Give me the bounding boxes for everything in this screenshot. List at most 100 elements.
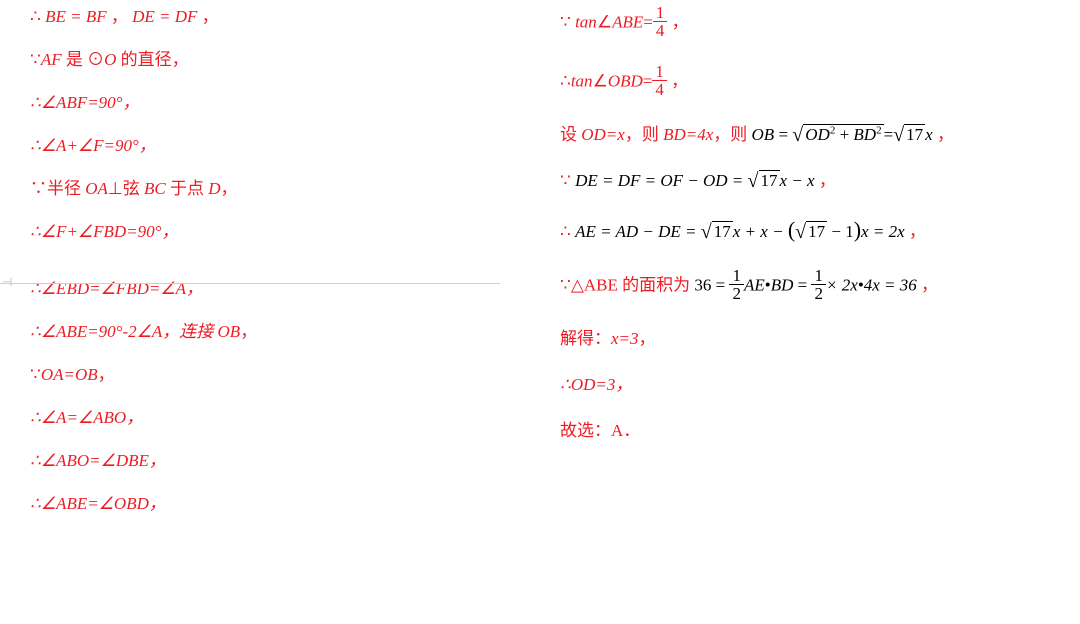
radical-icon: √	[792, 125, 803, 145]
t: 的直径，	[116, 50, 188, 69]
radicand: OD2 + BD2	[803, 124, 883, 145]
page-break-marker: ⊣	[2, 275, 12, 289]
radicand: 17	[759, 170, 780, 191]
expr: BD=4x	[663, 125, 713, 144]
eq: =	[793, 275, 811, 294]
line-r9: 故选：A．	[560, 420, 1080, 442]
expr: OA	[85, 179, 108, 198]
expr: DE = DF	[132, 7, 197, 26]
t: ，则	[625, 125, 663, 144]
eq: =	[774, 125, 792, 144]
line-11: ∴∠ABO=∠DBE，	[30, 450, 550, 472]
t: ⊥弦	[108, 179, 144, 198]
numerator: 1	[811, 267, 826, 285]
expr: 36 =	[694, 275, 729, 294]
expr: BE = BF	[45, 7, 107, 26]
t: ，	[917, 275, 938, 294]
radicand: 17	[712, 221, 733, 242]
expr: BD	[771, 275, 794, 294]
expr: OB	[218, 322, 241, 341]
tan: tan	[575, 12, 597, 31]
t: 是 ⊙	[62, 50, 105, 69]
expr: OA=OB	[41, 365, 98, 384]
t: ∴	[560, 71, 571, 90]
expr: ∴∠ABE=90°-2∠A，连接	[30, 322, 218, 341]
page-break-rule	[0, 283, 500, 284]
numerator: 1	[653, 4, 668, 22]
expr: AE	[744, 275, 765, 294]
fraction: 14	[653, 4, 668, 39]
line-6: ∴∠F+∠FBD=90°，	[30, 221, 550, 243]
t: ∵半径	[30, 179, 85, 198]
math-solution-page: ⊣ ∴ BE = BF ， DE = DF ， ∵AF 是 ⊙O 的直径， ∴∠…	[0, 0, 1080, 624]
line-7: ∴∠EBD=∠FBD=∠A，	[30, 278, 550, 300]
expr: × 2x•4x = 36	[826, 275, 917, 294]
radical-icon: √	[795, 222, 806, 242]
expr: AE = AD − DE =	[575, 222, 701, 241]
expr: x	[925, 125, 933, 144]
t: ∵	[560, 12, 575, 31]
t: ，	[905, 222, 926, 241]
line-r7: 解得：x=3，	[560, 328, 1080, 350]
t: ，则	[713, 125, 751, 144]
fraction: 14	[652, 63, 667, 98]
fraction: 12	[811, 267, 826, 302]
radicand: 17	[806, 221, 827, 242]
t: ∵	[30, 365, 41, 384]
expr: x=3	[611, 329, 639, 348]
sup: 2	[876, 124, 882, 136]
t: ∵△ABE 的面积为	[560, 275, 694, 294]
t: ，	[933, 125, 954, 144]
fraction: 12	[729, 267, 744, 302]
line-4: ∴∠A+∠F=90°，	[30, 135, 550, 157]
line-12: ∴∠ABE=∠OBD，	[30, 493, 550, 515]
t: ∴	[560, 222, 575, 241]
radical-icon: √	[748, 171, 759, 191]
expr: AF	[41, 50, 62, 69]
denominator: 4	[652, 81, 667, 98]
expr: x = 2x	[861, 222, 905, 241]
t: ，	[639, 329, 656, 348]
expr: ABE	[612, 12, 643, 31]
line-r8: ∴OD=3，	[560, 374, 1080, 396]
eq: =	[884, 125, 894, 144]
line-r1: ∵ tan∠ABE=14 ，	[560, 6, 1080, 41]
paren: )	[854, 217, 861, 242]
denominator: 4	[653, 22, 668, 39]
t: ∵	[30, 50, 41, 69]
numerator: 1	[652, 63, 667, 81]
expr: BC	[144, 179, 166, 198]
angle: ∠	[593, 71, 608, 90]
radical-icon: √	[893, 125, 904, 145]
right-column: ∵ tan∠ABE=14 ， ∴tan∠OBD=14 ， 设 OD=x，则 BD…	[550, 0, 1080, 624]
expr: x − x	[780, 171, 815, 190]
t: ，	[667, 71, 688, 90]
t: 于点	[166, 179, 209, 198]
t: 设	[560, 125, 581, 144]
line-3: ∴∠ABF=90°，	[30, 92, 550, 114]
angle: ∠	[597, 12, 612, 31]
left-column: ⊣ ∴ BE = BF ， DE = DF ， ∵AF 是 ⊙O 的直径， ∴∠…	[0, 0, 550, 624]
line-r3: 设 OD=x，则 BD=4x，则 OB = √OD2 + BD2=√17x ，	[560, 124, 1080, 146]
expr: − 1	[827, 222, 854, 241]
radical-icon: √	[701, 222, 712, 242]
radicand: 17	[904, 124, 925, 145]
t: +	[835, 125, 853, 144]
eq: =	[643, 71, 653, 90]
t: ，	[107, 7, 133, 26]
expr: x + x −	[733, 222, 788, 241]
expr: O	[104, 50, 116, 69]
expr: OB	[752, 125, 775, 144]
expr: D	[208, 179, 220, 198]
denominator: 2	[811, 285, 826, 302]
eq: =	[643, 12, 653, 31]
sqrt: √17	[748, 170, 780, 191]
t: ，	[221, 179, 238, 198]
line-r4: ∵ DE = DF = OF − OD = √17x − x ，	[560, 170, 1080, 192]
t: ∴	[30, 7, 45, 26]
expr: DE = DF = OF − OD =	[575, 171, 747, 190]
t: ，	[667, 12, 688, 31]
line-2: ∵AF 是 ⊙O 的直径，	[30, 49, 550, 71]
t: ∵	[560, 171, 575, 190]
t: ，	[240, 322, 257, 341]
